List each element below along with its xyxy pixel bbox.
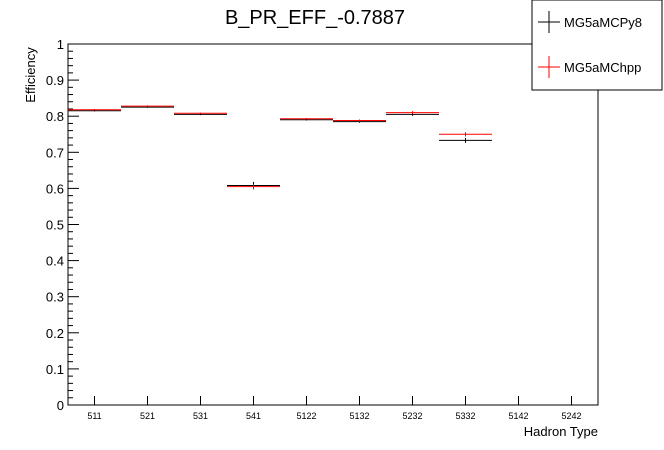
y-tick-label: 0.4 xyxy=(46,254,64,269)
y-tick-label: 0 xyxy=(57,398,64,413)
y-tick-label: 0.1 xyxy=(46,362,64,377)
y-tick-label: 1 xyxy=(57,37,64,52)
x-tick-label: 511 xyxy=(87,411,101,421)
legend-label-1: MG5aMCPy8 xyxy=(564,15,642,30)
chart-title: B_PR_EFF_-0.7887 xyxy=(225,7,405,29)
x-axis: 511 521 531 541 5122 5132 5232 5332 5142 5242 xyxy=(87,396,582,421)
y-tick-label: 0.2 xyxy=(46,326,64,341)
x-tick-label: 5242 xyxy=(561,411,581,421)
legend: MG5aMCPy8 MG5aMChpp xyxy=(531,0,663,91)
y-axis-label: Efficiency xyxy=(23,47,38,103)
x-tick-label: 5142 xyxy=(508,411,528,421)
x-tick-label: 5132 xyxy=(349,411,369,421)
x-axis-label: Hadron Type xyxy=(524,424,598,439)
x-tick-label: 531 xyxy=(193,411,208,421)
y-tick-label: 0.6 xyxy=(46,181,64,196)
plot-frame xyxy=(67,43,599,406)
y-axis: 0 0.1 0.2 0.3 0.4 0.5 0.6 0.7 0.8 0.9 1 xyxy=(46,37,79,413)
legend-label-2: MG5aMChpp xyxy=(564,60,641,75)
y-tick-label: 0.8 xyxy=(46,109,64,124)
x-tick-label: 5122 xyxy=(296,411,316,421)
y-tick-label: 0.5 xyxy=(46,218,64,233)
x-tick-label: 5332 xyxy=(455,411,475,421)
x-tick-label: 521 xyxy=(140,411,155,421)
y-tick-label: 0.9 xyxy=(46,73,64,88)
y-tick-label: 0.7 xyxy=(46,145,64,160)
x-tick-label: 5232 xyxy=(402,411,422,421)
x-tick-label: 541 xyxy=(246,411,261,421)
data-marks xyxy=(68,105,492,190)
y-tick-label: 0.3 xyxy=(46,290,64,305)
legend-box xyxy=(531,0,663,91)
